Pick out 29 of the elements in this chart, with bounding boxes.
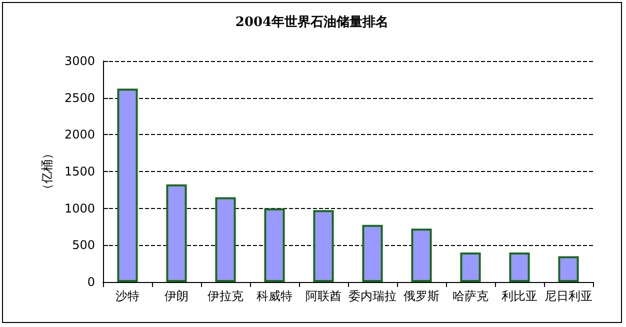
y-tick-label: 1000: [64, 201, 95, 216]
y-axis-title: （亿桶）: [40, 148, 54, 196]
bar: [264, 208, 285, 282]
bar: [460, 252, 481, 282]
x-tick-label: 沙特: [116, 289, 140, 303]
x-tick-label: 委内瑞拉: [348, 289, 396, 303]
y-tick-label: 0: [87, 275, 95, 289]
x-tick-label: 利比亚: [502, 289, 538, 303]
y-tick-label: 3000: [64, 54, 95, 68]
x-tick-label: 阿联酋: [306, 289, 342, 303]
chart-title: 2004年世界石油储量排名: [235, 15, 389, 30]
y-tick-label: 1500: [64, 164, 95, 178]
y-tick-label: 2000: [64, 128, 95, 142]
x-tick-label: 科威特: [256, 289, 292, 303]
bar: [362, 224, 383, 282]
y-tick-label: 500: [72, 238, 95, 252]
bar: [215, 197, 236, 282]
y-tick-label: 2500: [64, 90, 95, 105]
x-tick-label: 伊朗: [164, 289, 188, 303]
bar: [313, 210, 334, 282]
bar: [558, 256, 579, 282]
x-tick-label: 哈萨克: [452, 289, 488, 303]
bar: [117, 88, 138, 282]
bar: [166, 184, 187, 282]
x-tick-label: 俄罗斯: [404, 289, 440, 303]
bar: [509, 252, 530, 282]
bar: [411, 228, 432, 282]
x-tick-label: 伊拉克: [208, 289, 244, 303]
x-tick-label: 尼日利亚: [544, 289, 592, 303]
